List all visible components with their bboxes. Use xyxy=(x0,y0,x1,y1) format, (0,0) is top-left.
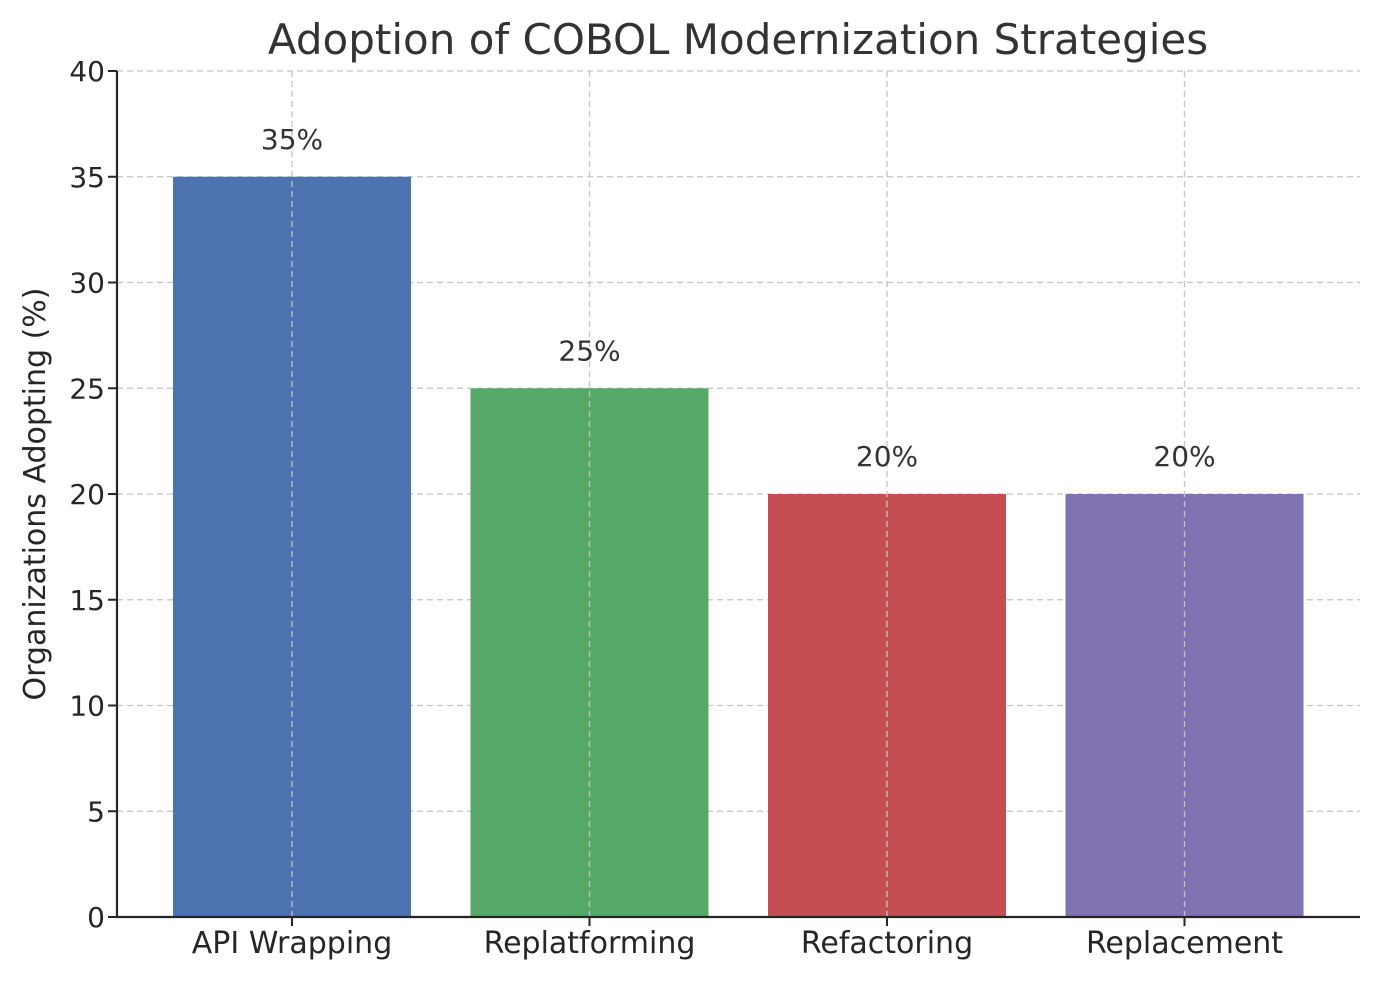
tick-labels: 0 5 10 15 20 25 30 35 40 API Wrapping Replatformin… xyxy=(69,55,1283,961)
data-labels: 35% 25% 20% 20% xyxy=(261,123,1216,473)
x-tick-label: API Wrapping xyxy=(192,926,393,961)
y-tick-label: 15 xyxy=(69,584,105,617)
bars xyxy=(173,176,1304,917)
bar-value-label: 20% xyxy=(1153,440,1215,473)
x-tick-label: Replatforming xyxy=(484,926,696,961)
bar-value-label: 25% xyxy=(558,334,620,367)
chart-title: Adoption of COBOL Modernization Strategi… xyxy=(268,15,1208,64)
y-tick-label: 40 xyxy=(69,55,105,88)
vertical-grid-lines xyxy=(291,71,1186,917)
y-tick-label: 20 xyxy=(69,478,105,511)
bar-value-label: 35% xyxy=(261,123,323,156)
y-tick-label: 25 xyxy=(69,372,105,405)
x-tick-label: Refactoring xyxy=(801,926,973,961)
x-tick-label: Replacement xyxy=(1086,926,1283,961)
y-tick-label: 30 xyxy=(69,267,105,300)
y-axis-label: Organizations Adopting (%) xyxy=(18,288,53,701)
y-tick-label: 35 xyxy=(69,161,105,194)
y-tick-label: 10 xyxy=(69,690,105,723)
bar-value-label: 20% xyxy=(856,440,918,473)
axes xyxy=(108,70,1360,926)
y-tick-label: 5 xyxy=(87,795,105,828)
y-tick-label: 0 xyxy=(87,901,105,934)
